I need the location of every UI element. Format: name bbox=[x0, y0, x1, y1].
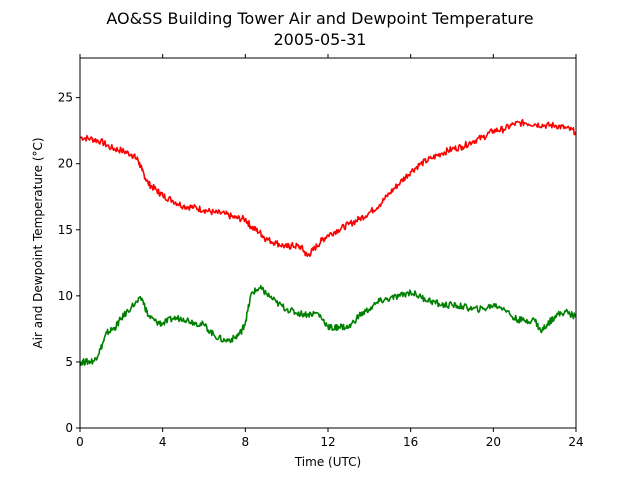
x-tick-label-2: 8 bbox=[242, 435, 250, 449]
y-tick-label-3: 15 bbox=[58, 223, 73, 237]
ticks-layer: 0 4 8 12 16 20 24 0 5 10 15 20 25 bbox=[58, 54, 584, 449]
chart-subtitle: 2005-05-31 bbox=[274, 30, 367, 49]
y-tick-label-2: 10 bbox=[58, 289, 73, 303]
x-tick-label-5: 20 bbox=[486, 435, 501, 449]
plot-frame bbox=[79, 57, 577, 429]
chart-title: AO&SS Building Tower Air and Dewpoint Te… bbox=[106, 9, 533, 28]
series-layer bbox=[79, 118, 577, 366]
y-tick-label-1: 5 bbox=[65, 355, 73, 369]
x-axis-label: Time (UTC) bbox=[294, 455, 361, 469]
x-tick-label-6: 24 bbox=[568, 435, 583, 449]
x-tick-label-1: 4 bbox=[159, 435, 167, 449]
series-line-0 bbox=[79, 118, 577, 258]
y-tick-label-0: 0 bbox=[65, 421, 73, 435]
x-tick-label-4: 16 bbox=[403, 435, 418, 449]
y-tick-label-5: 25 bbox=[58, 91, 73, 105]
y-axis-label: Air and Dewpoint Temperature (°C) bbox=[31, 137, 45, 348]
x-tick-label-3: 12 bbox=[320, 435, 335, 449]
series-line-1 bbox=[79, 284, 577, 366]
y-tick-label-4: 20 bbox=[58, 157, 73, 171]
x-tick-label-0: 0 bbox=[76, 435, 84, 449]
